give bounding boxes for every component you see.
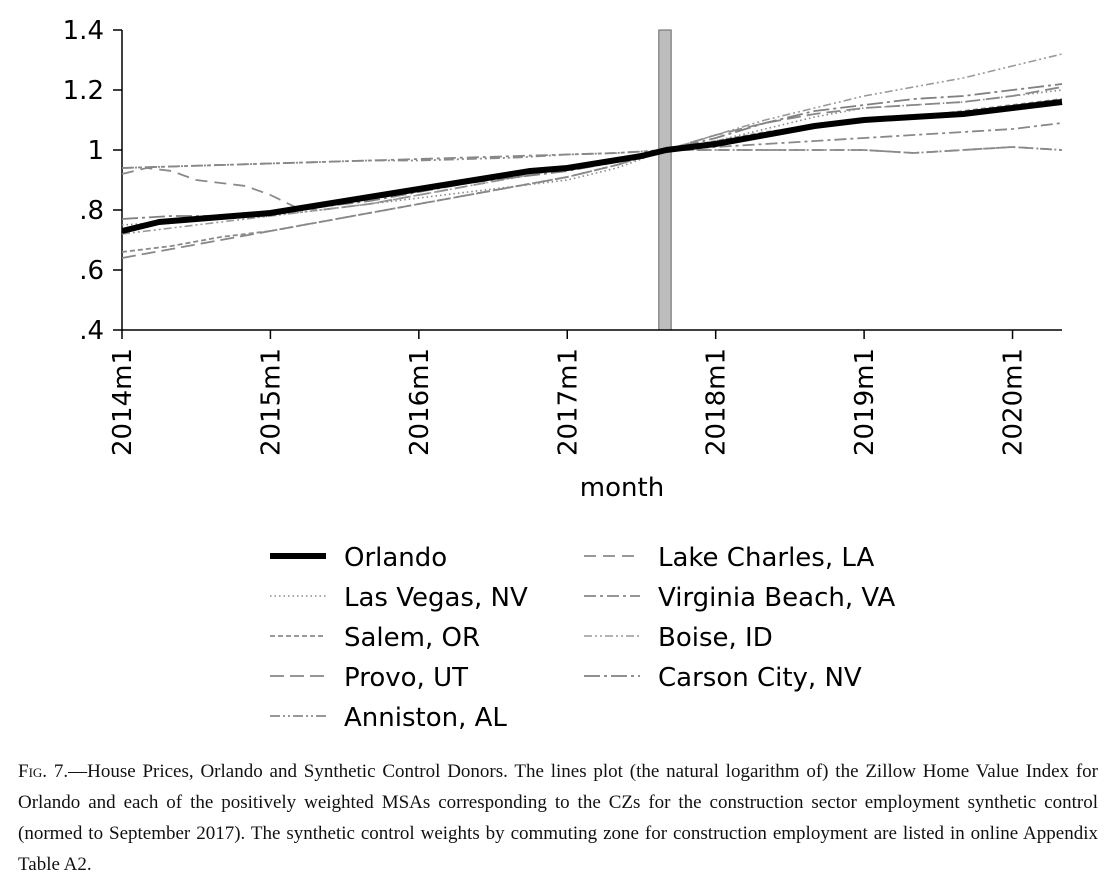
y-tick-label: 1.4	[63, 16, 104, 46]
caption-fig-label: Fig. 7.	[18, 761, 69, 782]
plot-area: .4 .6 .8 1 1.2 1.4 2014m1 2015m1 2016m1 2017m1 201…	[63, 16, 1063, 503]
legend-label: Boise, ID	[658, 623, 773, 653]
legend-label: Anniston, AL	[344, 703, 507, 733]
legend-label: Salem, OR	[344, 623, 480, 653]
x-tick-label: 2020m1	[999, 348, 1029, 456]
x-tick-label: 2017m1	[553, 348, 583, 456]
series-line-provo-ut	[121, 86, 1063, 259]
series-line-lake-charles-la	[121, 146, 1063, 211]
chart-svg: .4 .6 .8 1 1.2 1.4 2014m1 2015m1 2016m1 2017m1 201…	[63, 16, 1063, 733]
x-tick-label: 2015m1	[256, 348, 286, 456]
x-tick-label: 2019m1	[850, 348, 880, 456]
y-tick-label: .8	[79, 196, 104, 226]
y-tick-label: .4	[79, 316, 104, 346]
x-tick-label: 2018m1	[702, 348, 732, 456]
legend: Orlando Las Vegas, NV Salem, OR Provo, UT An…	[270, 543, 895, 733]
x-axis-title: month	[580, 473, 664, 503]
legend-label: Las Vegas, NV	[344, 583, 528, 613]
legend-label: Orlando	[344, 543, 447, 573]
caption-title: —House Prices, Orlando and Synthetic Con…	[68, 761, 508, 782]
y-tick-label: 1.2	[63, 76, 104, 106]
legend-label: Carson City, NV	[658, 663, 862, 693]
caption-body: The lines plot (the natural logarithm of…	[18, 761, 1098, 875]
x-tick-label: 2014m1	[108, 348, 138, 456]
event-band	[658, 29, 672, 331]
series-line-virginia-beach-va	[121, 122, 1063, 169]
legend-label: Lake Charles, LA	[658, 543, 874, 573]
legend-label: Provo, UT	[344, 663, 468, 693]
legend-label: Virginia Beach, VA	[658, 583, 895, 613]
series-line-las-vegas-nv	[121, 89, 1063, 226]
series-line-orlando	[121, 99, 1063, 234]
x-tick-label: 2016m1	[405, 348, 435, 456]
series-line-salem-or	[121, 98, 1063, 253]
series-line-boise-id	[121, 53, 1063, 235]
figure-caption: Fig. 7.—House Prices, Orlando and Synthe…	[18, 756, 1098, 880]
y-tick-label: 1	[87, 136, 104, 166]
y-tick-label: .6	[79, 256, 104, 286]
